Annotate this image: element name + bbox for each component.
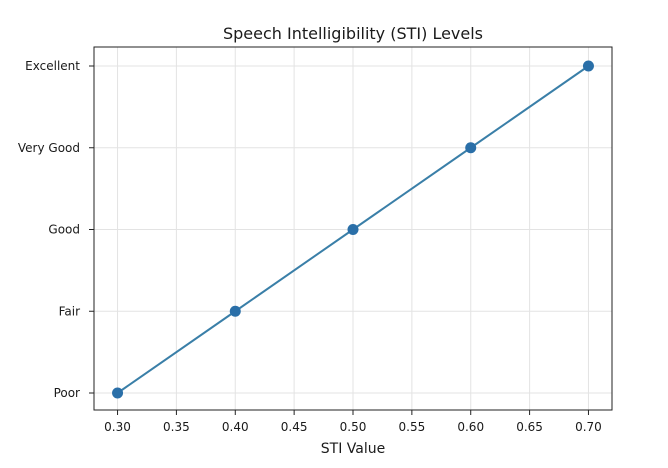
- data-point-good: [347, 224, 359, 235]
- x-tick-label-0-40: 0.40: [222, 420, 249, 434]
- chart-title: Speech Intelligibility (STI) Levels: [223, 24, 483, 43]
- y-tick-label-fair: Fair: [59, 304, 80, 318]
- x-tick-label-0-60: 0.60: [457, 420, 484, 434]
- x-tick-label-0-50: 0.50: [340, 420, 367, 434]
- y-tick-label-excellent: Excellent: [25, 59, 80, 73]
- y-tick-label-poor: Poor: [54, 386, 80, 400]
- x-tick-label-0-55: 0.55: [399, 420, 426, 434]
- x-tick-label-0-30: 0.30: [104, 420, 131, 434]
- data-point-poor: [112, 387, 124, 399]
- data-point-fair: [229, 305, 241, 317]
- data-point-excellent: [582, 60, 594, 72]
- y-tick-label-very-good: Very Good: [18, 141, 80, 155]
- data-point-very-good: [465, 142, 477, 154]
- y-tick-label-good: Good: [48, 223, 80, 237]
- x-tick-label-0-70: 0.70: [575, 420, 602, 434]
- x-tick-label-0-65: 0.65: [516, 420, 543, 434]
- axis-ticks: 0.30 0.35 0.40 0.45 0.50 0.55 0.60 0.65 0.70 Poor…: [18, 59, 602, 434]
- x-tick-label-0-45: 0.45: [281, 420, 308, 434]
- data-series: [112, 60, 594, 399]
- x-tick-label-0-35: 0.35: [163, 420, 190, 434]
- x-axis-label: STI Value: [321, 441, 385, 457]
